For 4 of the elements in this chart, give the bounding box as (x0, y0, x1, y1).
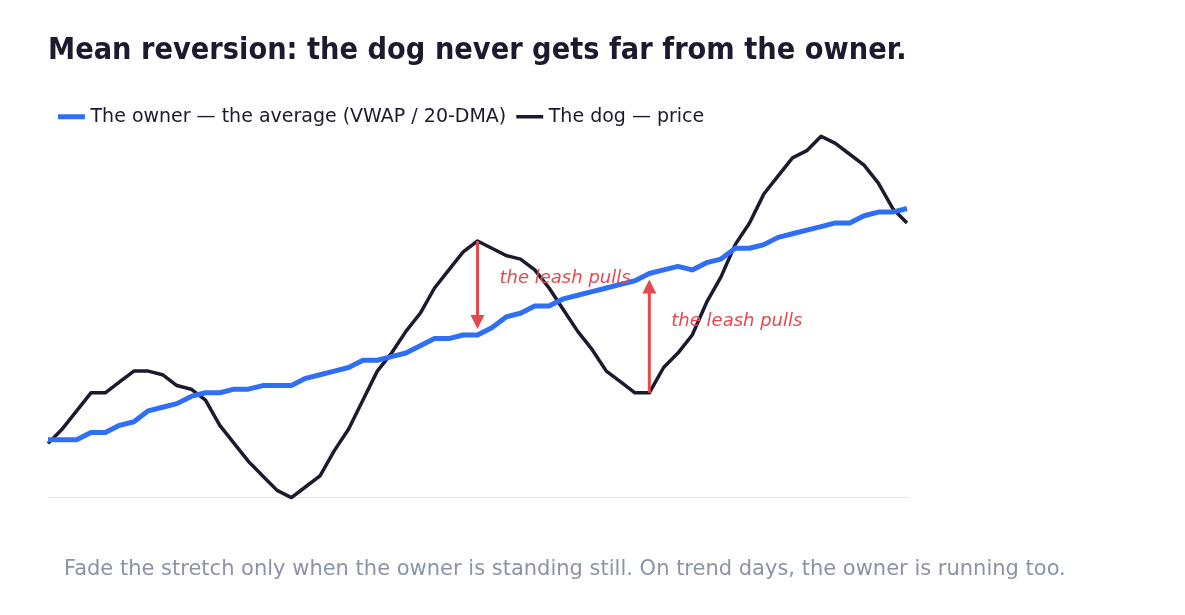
legend-label: The dog — price (547, 103, 705, 126)
legend-label: The owner — the average (VWAP / 20-DMA) (89, 103, 507, 126)
chart-title: Mean reversion: the dog never gets far from the owner. (48, 30, 907, 67)
text: Fade the stretch only when the owner is standing still. On trend days, the owner is running too. (64, 556, 1067, 580)
